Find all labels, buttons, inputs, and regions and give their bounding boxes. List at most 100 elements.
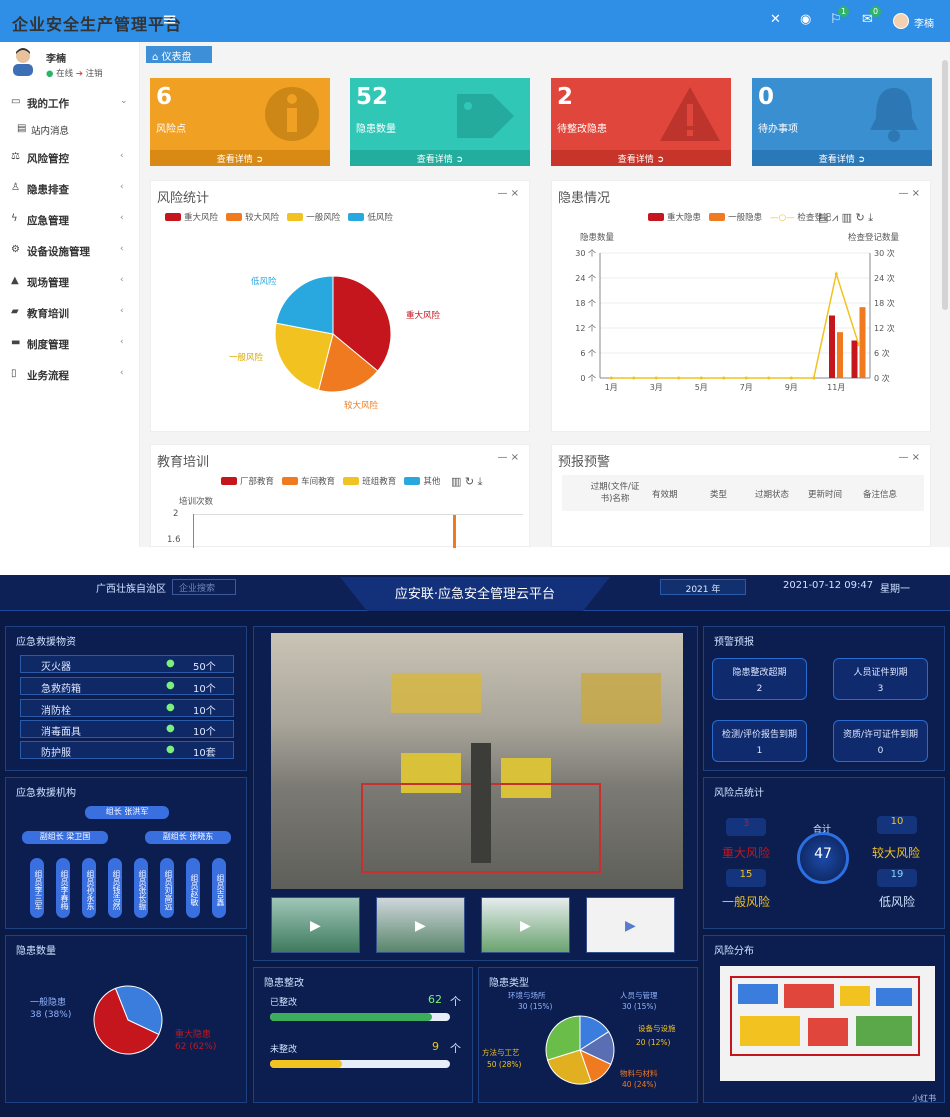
hazard-count-pie-slice[interactable] <box>93 987 160 1055</box>
y-tick-label: 1.6 <box>167 535 181 545</box>
notification-icon[interactable]: ⚐ <box>830 12 842 27</box>
warning-overdue-rectification[interactable]: 隐患整改超期 2 <box>712 658 807 700</box>
stat-card-pending-fix[interactable]: 2 待整改隐患 查看详情 ➲ <box>551 78 731 166</box>
risk-distribution-map[interactable] <box>720 966 935 1081</box>
hazard-count-pie-slice[interactable] <box>114 985 163 1036</box>
risk-pie-slice[interactable] <box>274 322 334 391</box>
y-tick-label-right: 30 次 <box>874 248 895 258</box>
panel-controls[interactable]: — × <box>898 188 920 199</box>
menu-toggle-icon[interactable]: ≡ <box>162 9 178 30</box>
fullscreen-icon[interactable]: ✕ <box>770 12 781 27</box>
risk-legend[interactable]: 重大风险 较大风险 一般风险 低风险 <box>165 211 393 223</box>
pie-label: 人员与管理 <box>620 991 658 1000</box>
sidebar-item-site[interactable]: ▲ 现场管理 ‹ <box>0 271 138 293</box>
tab-dashboard[interactable]: ⌂ 仪表盘 <box>146 46 212 63</box>
sidebar-item-label: 站内消息 <box>31 126 70 137</box>
panel-controls[interactable]: — × <box>898 452 920 463</box>
pie-label: 设备与设施 <box>638 1024 676 1033</box>
org-member[interactable]: 组员孙永东 <box>82 858 96 918</box>
dashboard-icon[interactable]: ◉ <box>800 12 812 27</box>
avatar[interactable] <box>893 13 909 29</box>
warning-personnel-cert[interactable]: 人员证件到期 3 <box>833 658 928 700</box>
sidebar-item-messages[interactable]: ▤ 站内消息 <box>0 119 138 141</box>
sidebar-item-hazard[interactable]: ♙ 隐患排查 ‹ <box>0 178 138 200</box>
logout-link[interactable]: 注销 <box>85 69 103 79</box>
risk-stats-panel: 风险统计 — × 重大风险 较大风险 一般风险 低风险 重大风险 较大风险 一般… <box>150 180 530 432</box>
panel-controls[interactable]: — × <box>497 188 519 199</box>
play-icon: ▶ <box>625 918 636 934</box>
camera-thumbnail[interactable]: ▶ <box>481 897 570 953</box>
camera-thumbnail[interactable]: ▶ <box>586 897 675 953</box>
org-member[interactable]: 组员吉鑫 <box>212 858 226 918</box>
org-member[interactable]: 组员张长振 <box>134 858 148 918</box>
larger-risk-label: 较大风险 <box>872 846 921 860</box>
warning-inspection-report[interactable]: 检测/评价报告到期 1 <box>712 720 807 762</box>
org-member[interactable]: 组员赵敏 <box>186 858 200 918</box>
monitor-icon: ▭ <box>11 96 21 107</box>
chart-toolbox[interactable]: ▥ ↻ ⤓ <box>451 475 483 489</box>
sidebar-item-label: 隐患排查 <box>27 184 69 196</box>
scrollbar[interactable] <box>942 60 948 310</box>
camera-thumbnail[interactable]: ▶ <box>271 897 360 953</box>
sidebar-item-risk[interactable]: ⚖ 风险管控 ‹ <box>0 147 138 169</box>
view-details-link[interactable]: 查看详情 ➲ <box>752 150 932 166</box>
chart-toolbox[interactable]: ▤ ⩘ ▥ ↻ ⤓ <box>818 211 873 225</box>
line-point <box>677 376 681 380</box>
stat-card-hazards[interactable]: 52 隐患数量 查看详情 ➲ <box>350 78 530 166</box>
org-member[interactable]: 组员李春梅 <box>56 858 70 918</box>
x-tick-label: 3月 <box>650 383 663 392</box>
hazard-type-pie-slice[interactable] <box>546 1049 592 1085</box>
progress-fill <box>270 1060 342 1068</box>
sidebar-item-label: 制度管理 <box>27 339 69 351</box>
org-vice-leader[interactable]: 副组长 张晓东 <box>145 831 231 844</box>
panel-controls[interactable]: — × <box>497 452 519 463</box>
warning-license[interactable]: 资质/许可证件到期 0 <box>833 720 928 762</box>
notification-badge: 1 <box>838 6 850 17</box>
education-legend[interactable]: 厂部教育 车间教育 班组教育 其他 <box>221 475 440 487</box>
panel-title: 预报预警 <box>558 455 611 470</box>
unit-label: 个 <box>450 995 461 1008</box>
pie-label-low: 低风险 <box>251 277 277 287</box>
sidebar-item-my-work[interactable]: ▭ 我的工作 ⌄ <box>0 92 138 114</box>
panel-title: 隐患类型 <box>489 978 529 989</box>
larger-risk-value: 10 <box>877 816 917 834</box>
org-member[interactable]: 组员钱浩然 <box>108 858 122 918</box>
org-leader[interactable]: 组长 张洪军 <box>85 806 169 819</box>
view-details-link[interactable]: 查看详情 ➲ <box>150 150 330 166</box>
watermark: 小红书 <box>912 1094 936 1103</box>
view-details-link[interactable]: 查看详情 ➲ <box>551 150 731 166</box>
view-details-link[interactable]: 查看详情 ➲ <box>350 150 530 166</box>
low-risk-value: 19 <box>877 869 917 887</box>
year-selector[interactable]: 2021 年 <box>660 579 746 595</box>
region-selector[interactable]: 广西壮族自治区 <box>96 584 166 595</box>
org-member[interactable]: 组员刘高远 <box>160 858 174 918</box>
enterprise-search-input[interactable]: 企业搜索 <box>172 579 236 595</box>
sidebar-item-emergency[interactable]: ϟ 应急管理 ‹ <box>0 209 138 231</box>
stat-label: 隐患数量 <box>356 124 396 135</box>
topbar-user-name[interactable]: 李楠 <box>914 19 934 30</box>
refresh-icon: ↻ <box>855 211 865 224</box>
bar-general <box>837 332 843 378</box>
sidebar-item-label: 风险管控 <box>27 153 69 165</box>
hazard-legend[interactable]: 重大隐患 一般隐患 —○— 检查登记 <box>648 211 831 223</box>
mail-icon[interactable]: ✉ <box>862 12 873 27</box>
risk-pie-slice[interactable] <box>332 275 392 372</box>
main-camera-feed[interactable] <box>271 633 683 889</box>
sidebar-item-rules[interactable]: ▬ 制度管理 ‹ <box>0 333 138 355</box>
play-icon: ▶ <box>415 918 426 934</box>
sidebar-item-flow[interactable]: ▯ 业务流程 ‹ <box>0 364 138 386</box>
warning-icon: ▲ <box>11 275 19 286</box>
risk-pie-slice[interactable] <box>317 333 379 393</box>
pie-label-general: 一般风险 <box>229 353 264 363</box>
org-vice-leader[interactable]: 副组长 梁卫国 <box>22 831 108 844</box>
sidebar-item-equipment[interactable]: ⚙ 设备设施管理 ‹ <box>0 240 138 262</box>
pie-label: 重大隐患 <box>175 1030 212 1040</box>
stat-card-todo[interactable]: 0 待办事项 查看详情 ➲ <box>752 78 932 166</box>
org-member[interactable]: 组员李三军 <box>30 858 44 918</box>
hazard-type-pie-slice[interactable] <box>545 1015 581 1061</box>
risk-pie-slice[interactable] <box>275 275 334 335</box>
sidebar-item-training[interactable]: ▰ 教育培训 ‹ <box>0 302 138 324</box>
camera-thumbnail[interactable]: ▶ <box>376 897 465 953</box>
stat-card-risk-points[interactable]: 6 风险点 查看详情 ➲ <box>150 78 330 166</box>
major-risk-value: 3 <box>726 818 766 836</box>
